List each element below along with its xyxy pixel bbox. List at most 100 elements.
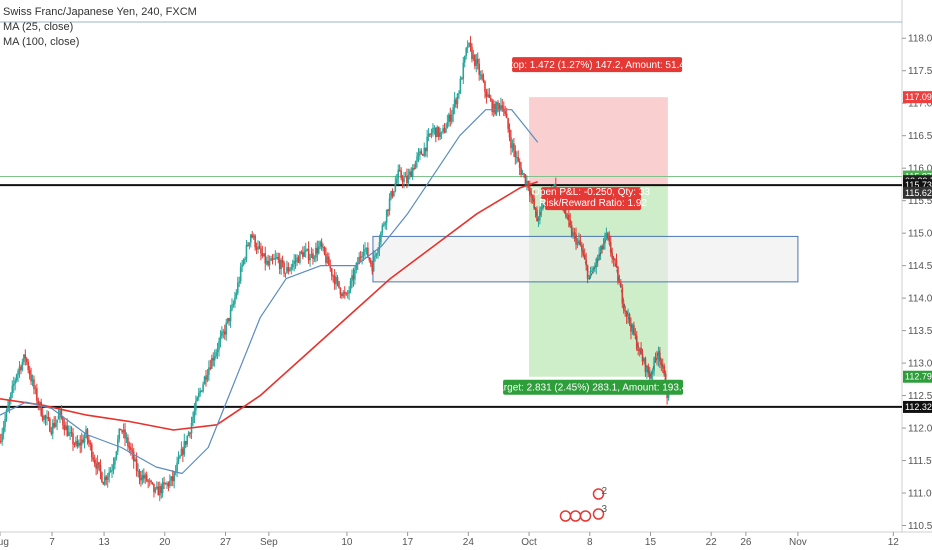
candle-body — [452, 107, 454, 115]
candle-body — [316, 247, 319, 254]
candle-body — [249, 234, 252, 243]
candle-body — [533, 198, 535, 209]
candle-body — [62, 417, 64, 425]
candle-body — [346, 293, 349, 295]
candle-body — [604, 235, 606, 244]
candle-body — [518, 161, 521, 168]
candle-body — [241, 264, 243, 268]
candle-body — [505, 113, 508, 119]
candle-body — [466, 46, 469, 48]
candle-body — [414, 161, 417, 169]
candle-body — [381, 225, 384, 233]
candle-body — [28, 369, 31, 375]
x-tick-label: 24 — [463, 537, 475, 548]
candle-body — [393, 191, 395, 196]
candle-body — [439, 132, 441, 137]
candle-body — [40, 401, 42, 416]
candle-body — [627, 314, 629, 317]
candle-body — [651, 370, 654, 374]
candle-body — [98, 462, 100, 465]
x-tick-label: Nov — [789, 537, 807, 548]
candle-body — [96, 462, 99, 469]
candle-body — [635, 335, 638, 350]
candle-body — [131, 449, 134, 452]
candle-body — [199, 390, 202, 393]
candle-body — [43, 415, 45, 420]
candle-body — [614, 259, 616, 261]
candle-body — [54, 423, 57, 427]
candle-body — [494, 104, 496, 115]
candle-body — [375, 253, 378, 256]
candle-body — [4, 418, 6, 427]
candle-body — [507, 118, 509, 129]
candle-body — [481, 74, 483, 80]
candle-body — [293, 260, 295, 264]
candle-body — [117, 439, 119, 452]
candle-body — [622, 303, 625, 311]
candle-body — [387, 209, 389, 211]
candle-body — [171, 476, 174, 482]
candle-body — [228, 318, 230, 322]
candle-body — [140, 478, 142, 481]
candle-body — [56, 419, 58, 424]
candle-body — [378, 242, 381, 250]
candle-body — [371, 263, 374, 272]
candle-body — [27, 361, 29, 370]
candle-body — [284, 272, 287, 274]
price-tag: 115.739 — [905, 180, 932, 190]
candle-body — [364, 248, 366, 252]
candle-body — [461, 78, 463, 80]
candle-body — [112, 464, 115, 471]
candle-body — [362, 251, 365, 256]
candle-body — [111, 470, 113, 472]
candle-body — [498, 104, 501, 110]
candle-body — [108, 472, 110, 477]
candle-body — [169, 480, 171, 487]
candle-body — [485, 91, 488, 97]
candle-body — [273, 259, 275, 261]
candle-body — [121, 430, 123, 433]
candle-body — [540, 206, 543, 210]
price-axis-panel — [902, 0, 932, 550]
candle-body — [583, 254, 586, 260]
candle-body — [73, 443, 76, 445]
candle-body — [424, 147, 427, 152]
candle-body — [514, 150, 517, 158]
candle-body — [80, 439, 83, 446]
candle-body — [180, 448, 183, 456]
candle-body — [50, 431, 53, 434]
candle-body — [355, 263, 358, 270]
candle-body — [435, 127, 437, 138]
candle-body — [653, 357, 655, 371]
candle-body — [455, 99, 457, 105]
ma100-line — [0, 181, 538, 431]
candle-body — [588, 277, 590, 279]
candle-body — [625, 311, 628, 317]
candle-body — [132, 451, 135, 462]
candle-body — [449, 114, 452, 122]
candle-body — [268, 260, 271, 266]
candle-body — [276, 257, 278, 259]
candle-body — [599, 246, 602, 254]
candle-body — [646, 365, 648, 372]
candle-body — [147, 480, 149, 482]
candle-body — [489, 97, 492, 101]
candle-body — [202, 384, 204, 392]
candle-body — [151, 482, 154, 484]
candle-body — [154, 488, 157, 493]
candle-body — [251, 234, 254, 238]
candle-body — [524, 174, 527, 184]
candle-body — [234, 297, 236, 304]
candle-body — [471, 47, 473, 60]
candle-body — [303, 251, 306, 257]
candle-body — [566, 214, 569, 217]
candle-body — [271, 258, 274, 260]
ma100-legend: MA (100, close) — [3, 36, 80, 48]
price-tag: 112.790 — [905, 372, 932, 382]
candle-body — [515, 157, 518, 159]
candle-body — [317, 246, 320, 254]
candle-body — [296, 257, 298, 262]
candle-body — [479, 74, 482, 76]
